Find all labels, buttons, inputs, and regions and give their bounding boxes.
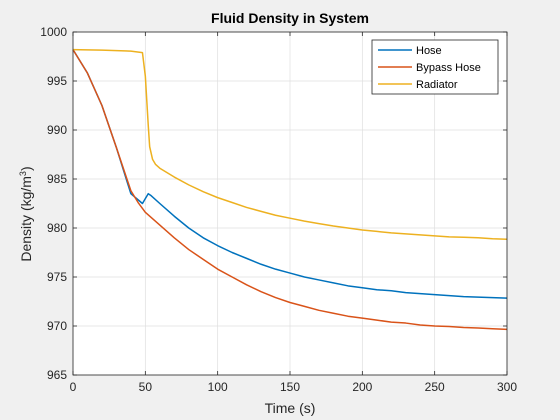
- chart-title: Fluid Density in System: [211, 10, 369, 26]
- x-tick-label: 100: [208, 380, 228, 394]
- x-axis-label: Time (s): [265, 400, 316, 416]
- legend: Hose Bypass Hose Radiator: [371, 39, 499, 95]
- y-tick-label: 980: [47, 221, 67, 235]
- x-tick-label: 50: [139, 380, 153, 394]
- y-tick-label: 975: [47, 270, 67, 284]
- y-tick-label: 970: [47, 319, 67, 333]
- x-tick-label: 0: [70, 380, 77, 394]
- y-tick-label: 1000: [40, 25, 67, 39]
- x-tick-label: 250: [425, 380, 445, 394]
- y-tick-label: 985: [47, 172, 67, 186]
- y-axis-ticks: 965 970 975 980 985 990 995 1000: [40, 25, 507, 382]
- y-axis-label-main: Density (kg/m: [18, 176, 34, 262]
- x-tick-label: 200: [352, 380, 372, 394]
- y-tick-label: 965: [47, 368, 67, 382]
- x-tick-label: 150: [280, 380, 300, 394]
- x-tick-label: 300: [497, 380, 517, 394]
- y-tick-label: 995: [47, 74, 67, 88]
- legend-entry: Radiator: [416, 79, 458, 91]
- x-axis-ticks: 0 50 100 150 200 250 300: [70, 32, 517, 394]
- legend-entry: Bypass Hose: [416, 62, 481, 74]
- y-axis-label-superscript: 3: [18, 171, 28, 176]
- series-layer: [72, 48, 508, 331]
- series-line-radiator: [72, 48, 508, 241]
- y-axis-label: Density (kg/m3): [18, 166, 34, 261]
- legend-entry: Hose: [416, 45, 442, 57]
- y-tick-label: 990: [47, 123, 67, 137]
- series-line-bypass-hose: [72, 49, 508, 331]
- y-axis-label-close: ): [18, 166, 34, 171]
- series-line-hose: [72, 49, 508, 299]
